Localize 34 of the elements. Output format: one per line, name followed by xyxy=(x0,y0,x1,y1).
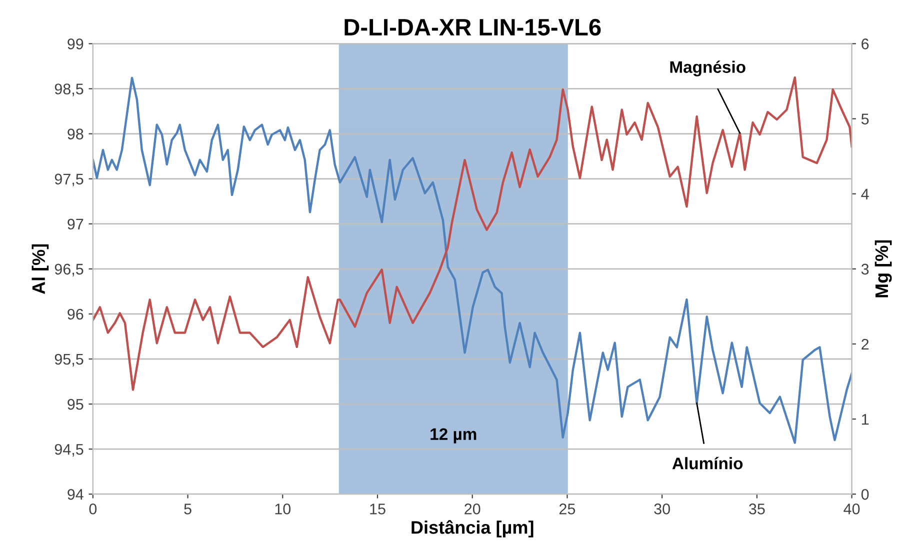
y-tick-label: 98 xyxy=(68,128,84,140)
x-tick-label: 0 xyxy=(89,504,97,514)
chart-title: D-LI-DA-XR LIN-15-VL6 xyxy=(344,18,601,36)
y-tick-label: 96 xyxy=(68,308,84,320)
y2-tick-label: 4 xyxy=(861,188,869,200)
y-tick-label: 97 xyxy=(68,218,84,230)
y2-tick-label: 0 xyxy=(861,489,869,500)
x-tick-label: 30 xyxy=(654,504,670,514)
y2-tick-label: 5 xyxy=(861,114,869,124)
x-tick-label: 5 xyxy=(184,504,192,514)
x-tick-label: 25 xyxy=(559,504,576,514)
y-tick-label: 94 xyxy=(68,489,84,500)
y2-tick-label: 3 xyxy=(861,264,869,275)
x-tick-label: 15 xyxy=(370,504,386,514)
band-label: 12 µm xyxy=(430,428,476,444)
y-tick-label: 95,5 xyxy=(54,354,84,366)
text: Alumínio xyxy=(672,456,743,470)
x-tick-label: 35 xyxy=(749,504,765,514)
y-tick-label: 96,5 xyxy=(54,264,84,276)
y-tick-label: 99 xyxy=(68,38,84,50)
y2-tick-label: 2 xyxy=(862,338,869,350)
x-tick-label: 20 xyxy=(464,504,480,514)
x-tick-label: 40 xyxy=(844,504,860,514)
y-tick-label: 97,5 xyxy=(54,174,84,186)
y-tick-label: 94,5 xyxy=(54,444,84,457)
y-tick-label: 95 xyxy=(68,398,84,410)
x-axis-title: Distância [µm] xyxy=(412,520,534,538)
y-axis-title: Al [%] xyxy=(32,244,49,294)
y2-tick-label: 1 xyxy=(862,414,869,425)
y-tick-label: 98,5 xyxy=(54,84,84,96)
y2-axis-title: Mg [%] xyxy=(874,240,892,298)
y2-tick-label: 6 xyxy=(862,38,869,50)
x-tick-label: 10 xyxy=(275,504,291,514)
text: Magnésio xyxy=(670,60,746,76)
